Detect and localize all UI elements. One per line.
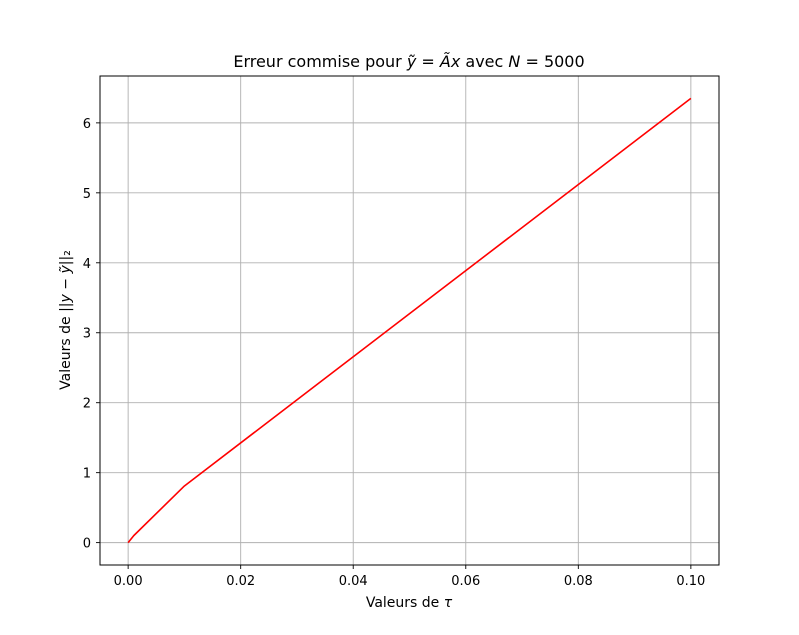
chart-title: Erreur commise pour ỹ = Ãx avec N = 5000 — [233, 52, 584, 71]
y-axis-label: Valeurs de ||y − ỹ||₂ — [58, 250, 74, 390]
x-tick-label: 0.06 — [451, 574, 480, 589]
y-tick-label: 1 — [83, 467, 91, 482]
x-axis-label: Valeurs de τ — [366, 595, 453, 611]
y-tick-label: 4 — [83, 257, 91, 272]
grid-lines — [100, 76, 719, 565]
y-tick-label: 0 — [83, 537, 91, 552]
x-tick-label: 0.00 — [114, 574, 143, 589]
y-tick-label: 6 — [83, 117, 91, 132]
y-tick-label: 2 — [83, 397, 91, 412]
plot-frame — [99, 75, 720, 566]
x-tick-label: 0.04 — [339, 574, 368, 589]
tick-layer: 0.00 0.02 0.04 0.06 0.08 0.10 0 1 2 3 4 5 6 — [83, 117, 706, 589]
series-line — [127, 97, 692, 544]
y-tick-label: 3 — [83, 327, 91, 342]
y-tick-label: 5 — [83, 187, 91, 202]
x-tick-label: 0.08 — [564, 574, 593, 589]
series-layer — [127, 97, 692, 544]
x-tick-label: 0.10 — [676, 574, 705, 589]
x-tick-label: 0.02 — [226, 574, 255, 589]
